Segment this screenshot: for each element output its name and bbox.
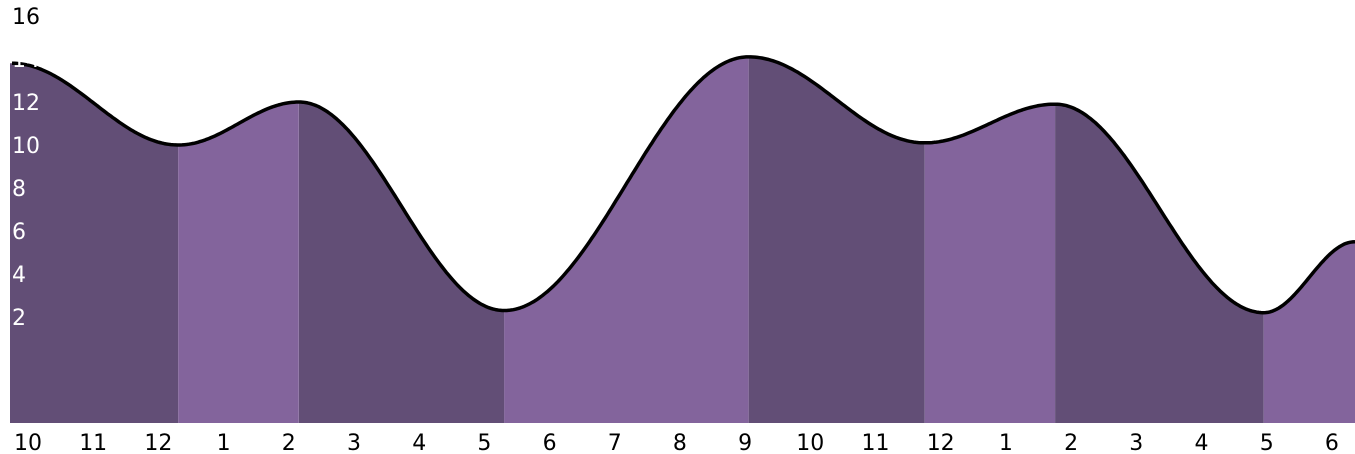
x-tick-label: 6: [1325, 431, 1339, 454]
x-tick-label: 10: [14, 431, 42, 454]
x-tick-label: 9: [738, 431, 752, 454]
phase-band-falling: [748, 56, 925, 423]
x-tick-label: 5: [477, 431, 491, 454]
y-tick-label: 16: [12, 5, 40, 30]
y-tick-label: 8: [12, 177, 26, 202]
y-tick-label: 14: [12, 48, 40, 73]
phase-band-rising: [504, 56, 749, 423]
x-tick-label: 7: [608, 431, 622, 454]
x-tick-label: 2: [1064, 431, 1078, 454]
x-tick-label: 3: [1129, 431, 1143, 454]
x-tick-label: 4: [412, 431, 426, 454]
x-tick-label: 11: [862, 431, 890, 454]
x-tick-label: 2: [282, 431, 296, 454]
phase-band-rising: [178, 56, 299, 423]
x-tick-label: 1: [999, 431, 1013, 454]
x-tick-label: 11: [79, 431, 107, 454]
y-tick-label: 4: [12, 263, 26, 288]
phase-band-falling: [298, 56, 505, 423]
phase-bands: [10, 56, 1355, 423]
x-tick-label: 10: [796, 431, 824, 454]
x-axis-ticks: 10 11 12 1 2 3 4 5 6 7 8 9 10 11 12 1 2 3 4 5 6: [14, 431, 1339, 454]
x-tick-label: 8: [673, 431, 687, 454]
x-tick-label: 6: [543, 431, 557, 454]
x-tick-label: 1: [217, 431, 231, 454]
tide-curve-layer: [12, 55, 1355, 315]
y-tick-label: 2: [12, 306, 26, 331]
x-tick-label: 5: [1260, 431, 1274, 454]
y-axis-ticks: 16 14 12 10 8 6 4 2: [12, 5, 40, 331]
y-tick-label: 10: [12, 134, 40, 159]
y-tick-label: 6: [12, 220, 26, 245]
x-tick-label: 12: [927, 431, 955, 454]
phase-band-rising: [924, 56, 1056, 423]
phase-band-rising: [1263, 56, 1355, 423]
x-tick-label: 4: [1195, 431, 1209, 454]
tide-curve: [12, 55, 1355, 315]
x-tick-label: 3: [347, 431, 361, 454]
y-tick-label: 12: [12, 91, 40, 116]
x-tick-label: 12: [144, 431, 172, 454]
